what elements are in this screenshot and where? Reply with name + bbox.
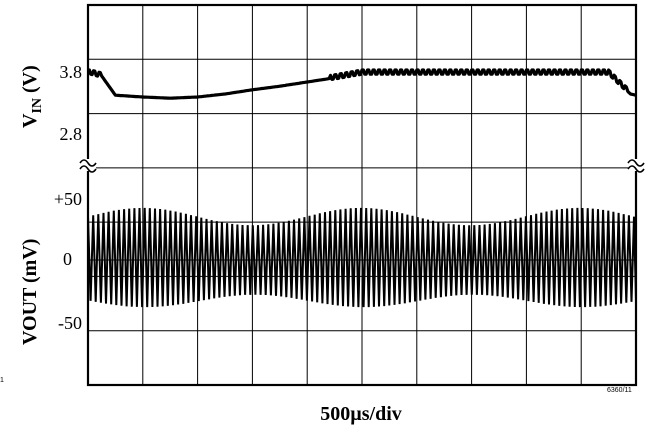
vin-axis-label: VIN (V) bbox=[19, 65, 45, 128]
figure-id: 6360/11 bbox=[607, 387, 632, 394]
tick-label-minus50: -50 bbox=[58, 313, 82, 333]
tick-label-2.8: 2.8 bbox=[60, 124, 83, 144]
vin-trace-group bbox=[87, 68, 637, 100]
vin-axis-label-sub: IN bbox=[30, 98, 45, 114]
break-gap bbox=[628, 159, 644, 171]
x-axis-label: 500µs/div bbox=[320, 403, 402, 425]
tick-label-plus50: +50 bbox=[54, 189, 82, 209]
vout-trace bbox=[87, 207, 637, 308]
break-mark-upper bbox=[79, 159, 97, 167]
vin-trace bbox=[87, 68, 637, 100]
vin-axis-label-unit: (V) bbox=[19, 65, 41, 98]
tick-label-0: 0 bbox=[63, 249, 72, 269]
vin-axis-label-main: V bbox=[19, 113, 41, 128]
left-fragment-label: 1 bbox=[0, 377, 4, 384]
break-gap bbox=[80, 159, 96, 171]
vout-trace-group bbox=[87, 207, 637, 308]
vout-axis-label: VOUT (mV) bbox=[19, 239, 41, 345]
graticule bbox=[86, 3, 638, 387]
break-mark-lower bbox=[79, 165, 97, 173]
tick-label-3.8: 3.8 bbox=[60, 62, 83, 82]
break-mark-upper bbox=[627, 159, 645, 167]
axis-break-marks bbox=[79, 159, 645, 173]
break-mark-lower bbox=[627, 165, 645, 173]
